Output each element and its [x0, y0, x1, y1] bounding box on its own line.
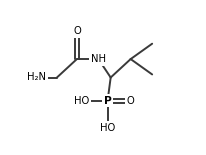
Text: O: O [73, 26, 81, 36]
Text: P: P [104, 95, 111, 106]
Text: H₂N: H₂N [27, 73, 46, 82]
Text: NH: NH [91, 54, 106, 64]
Text: O: O [127, 95, 135, 106]
Text: HO: HO [100, 123, 115, 133]
Text: HO: HO [74, 95, 89, 106]
